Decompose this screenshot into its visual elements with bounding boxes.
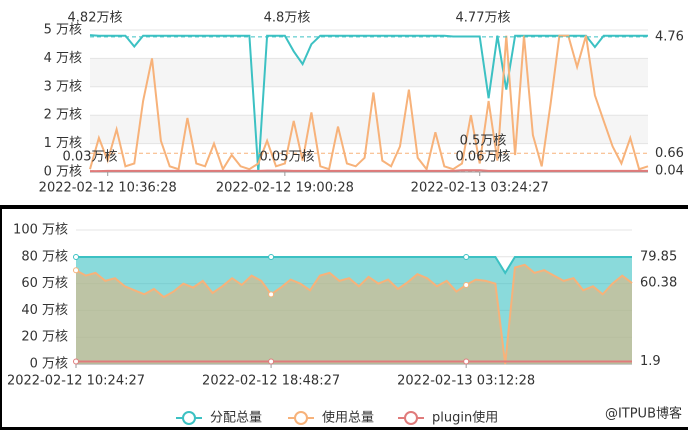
annotation: 4.82万核 bbox=[68, 11, 123, 26]
legend-marker bbox=[404, 411, 418, 425]
y-tick-label: 0 万核 bbox=[30, 357, 68, 372]
x-tick-label: 2022-02-12 18:48:27 bbox=[202, 374, 340, 389]
annotation: 4.77万核 bbox=[456, 11, 511, 26]
point bbox=[268, 291, 275, 298]
legend-label: 使用总量 bbox=[322, 410, 374, 426]
y-tick-label: 100 万核 bbox=[13, 223, 68, 238]
y-tick-label: 0 万核 bbox=[44, 165, 82, 180]
legend-label: 分配总量 bbox=[210, 411, 262, 426]
end-label: 1.9 bbox=[640, 354, 661, 369]
x-tick-label: 2022-02-12 19:00:28 bbox=[216, 181, 354, 196]
x-tick-label: 2022-02-12 10:24:27 bbox=[7, 374, 145, 389]
y-tick-label: 5 万核 bbox=[44, 23, 82, 38]
point bbox=[73, 254, 79, 261]
point bbox=[463, 254, 470, 261]
point bbox=[463, 281, 470, 288]
x-tick-label: 2022-02-13 03:24:27 bbox=[411, 181, 549, 196]
legend-item[interactable]: 使用总量 bbox=[288, 410, 374, 426]
annotation: 0.05万核 bbox=[260, 150, 315, 165]
y-tick-label: 40 万核 bbox=[21, 303, 68, 318]
point bbox=[268, 254, 275, 261]
legend-label: plugin使用 bbox=[432, 410, 498, 426]
series-line bbox=[90, 169, 648, 173]
frame-left bbox=[0, 209, 2, 430]
legend-marker bbox=[294, 411, 308, 425]
end-label: 60.38 bbox=[640, 276, 677, 291]
y-tick-label: 60 万核 bbox=[21, 276, 68, 291]
series-line bbox=[89, 34, 648, 173]
average-label: 0.66 bbox=[655, 146, 684, 161]
annotation: 0.03万核 bbox=[63, 150, 118, 165]
split-band bbox=[90, 58, 648, 87]
legend-marker bbox=[182, 411, 196, 425]
series-line bbox=[75, 263, 633, 365]
series-area bbox=[76, 264, 632, 364]
separator bbox=[0, 205, 688, 209]
average-label: 4.76 bbox=[655, 29, 684, 44]
y-tick-label: 80 万核 bbox=[21, 249, 68, 264]
series-line bbox=[76, 256, 632, 275]
legend-item[interactable]: plugin使用 bbox=[398, 410, 498, 426]
point bbox=[268, 358, 275, 365]
y-tick-label: 4 万核 bbox=[44, 51, 82, 66]
y-tick-label: 3 万核 bbox=[44, 79, 82, 94]
annotation: 4.8万核 bbox=[264, 11, 311, 26]
point bbox=[73, 267, 79, 274]
y-tick-label: 20 万核 bbox=[21, 330, 68, 345]
annotation: 0.06万核 bbox=[456, 150, 511, 165]
x-tick-label: 2022-02-12 10:36:28 bbox=[39, 181, 177, 196]
x-tick-label: 2022-02-13 03:12:28 bbox=[397, 374, 535, 389]
average-label: 0.04 bbox=[655, 163, 684, 178]
y-tick-label: 1 万核 bbox=[44, 136, 82, 151]
series-line bbox=[89, 34, 649, 172]
legend-item[interactable]: 分配总量 bbox=[176, 411, 262, 426]
frame-bottom bbox=[0, 427, 688, 430]
y-tick-label: 2 万核 bbox=[44, 108, 82, 123]
point bbox=[463, 358, 470, 365]
point bbox=[73, 358, 79, 365]
end-label: 79.85 bbox=[640, 250, 677, 265]
watermark: @ITPUB博客 bbox=[605, 406, 682, 422]
annotation: 0.5万核 bbox=[460, 134, 507, 149]
